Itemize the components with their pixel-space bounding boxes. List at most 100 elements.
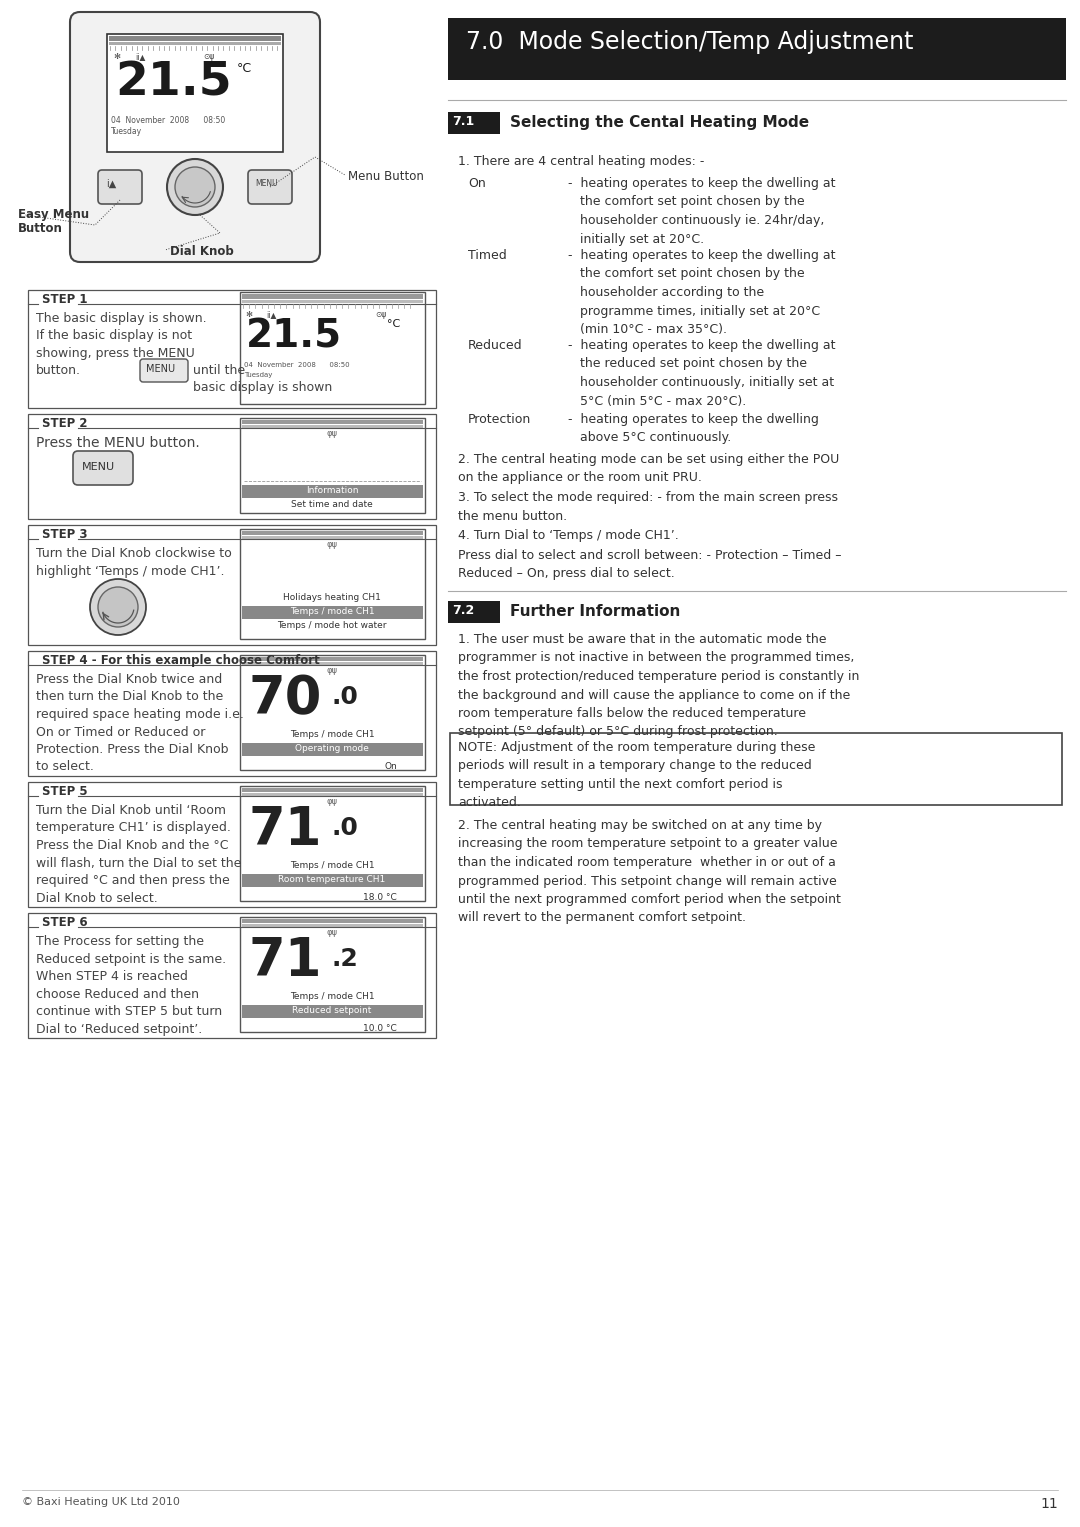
Text: φψ: φψ xyxy=(326,666,337,675)
Text: φψ: φψ xyxy=(326,797,337,806)
FancyBboxPatch shape xyxy=(248,169,292,205)
Text: ✻: ✻ xyxy=(245,310,252,319)
Text: 4. Turn Dial to ‘Temps / mode CH1’.: 4. Turn Dial to ‘Temps / mode CH1’. xyxy=(458,528,678,542)
Bar xyxy=(450,733,1062,805)
Text: MENU: MENU xyxy=(82,463,116,472)
Text: -  heating operates to keep the dwelling at
   the comfort set point chosen by t: - heating operates to keep the dwelling … xyxy=(568,249,836,336)
Text: Operating mode: Operating mode xyxy=(295,744,369,753)
Text: φψ: φψ xyxy=(326,928,337,938)
Bar xyxy=(107,34,283,153)
Text: Button: Button xyxy=(18,221,63,235)
Bar xyxy=(28,290,436,408)
Text: Turn the Dial Knob until ‘Room
temperature CH1’ is displayed.
Press the Dial Kno: Turn the Dial Knob until ‘Room temperatu… xyxy=(36,805,241,904)
Text: 04  November  2008      08:50: 04 November 2008 08:50 xyxy=(244,362,350,368)
Text: until the
basic display is shown: until the basic display is shown xyxy=(193,363,333,394)
Circle shape xyxy=(167,159,222,215)
Text: Temps / mode CH1: Temps / mode CH1 xyxy=(289,730,375,739)
Text: 70: 70 xyxy=(248,673,322,725)
Text: 2. The central heating mode can be set using either the POU
on the appliance or : 2. The central heating mode can be set u… xyxy=(458,454,839,484)
Bar xyxy=(28,782,436,907)
Text: 21.5: 21.5 xyxy=(114,60,231,105)
FancyBboxPatch shape xyxy=(70,12,320,263)
Bar xyxy=(240,655,426,770)
Bar xyxy=(242,657,423,661)
Text: Temps / mode CH1: Temps / mode CH1 xyxy=(289,993,375,1002)
Text: Dial Knob: Dial Knob xyxy=(170,244,233,258)
Text: Press dial to select and scroll between: - Protection – Timed –
Reduced – On, pr: Press dial to select and scroll between:… xyxy=(458,550,841,580)
Text: 11: 11 xyxy=(1040,1496,1058,1512)
Text: Protection: Protection xyxy=(468,412,531,426)
Text: °C: °C xyxy=(237,63,252,75)
Text: NOTE: Adjustment of the room temperature during these
periods will result in a t: NOTE: Adjustment of the room temperature… xyxy=(458,741,815,809)
Bar xyxy=(240,528,426,638)
Text: Timed: Timed xyxy=(468,249,507,263)
Bar xyxy=(242,606,423,618)
Text: On: On xyxy=(384,762,397,771)
Text: Turn the Dial Knob clockwise to
highlight ‘Temps / mode CH1’.: Turn the Dial Knob clockwise to highligh… xyxy=(36,547,232,577)
Bar xyxy=(242,531,423,534)
Text: 3. To select the mode required: - from the main screen press
the menu button.: 3. To select the mode required: - from t… xyxy=(458,492,838,522)
Bar xyxy=(242,420,423,425)
Bar xyxy=(109,43,281,44)
Text: Press the MENU button.: Press the MENU button. xyxy=(36,437,200,450)
Text: 1. There are 4 central heating modes: -: 1. There are 4 central heating modes: - xyxy=(458,156,704,168)
FancyBboxPatch shape xyxy=(98,169,141,205)
Text: Selecting the Cental Heating Mode: Selecting the Cental Heating Mode xyxy=(510,115,809,130)
Text: 7.2: 7.2 xyxy=(453,605,474,617)
Bar xyxy=(242,425,423,428)
Text: STEP 4 - For this example choose Comfort: STEP 4 - For this example choose Comfort xyxy=(42,654,320,667)
Circle shape xyxy=(175,166,215,208)
Text: 7.1: 7.1 xyxy=(453,115,474,128)
Text: STEP 6: STEP 6 xyxy=(42,916,87,928)
Bar xyxy=(109,37,281,41)
Text: ii▲: ii▲ xyxy=(266,310,276,319)
Bar xyxy=(242,744,423,756)
Text: STEP 1: STEP 1 xyxy=(42,293,87,305)
Bar xyxy=(28,913,436,1038)
Text: 10.0 °C: 10.0 °C xyxy=(363,1025,397,1032)
Bar xyxy=(242,1005,423,1019)
Text: 21.5: 21.5 xyxy=(246,318,342,354)
Text: .2: .2 xyxy=(332,947,359,971)
Text: ii▲: ii▲ xyxy=(135,52,146,61)
Circle shape xyxy=(98,586,138,628)
Bar xyxy=(242,663,423,664)
Bar xyxy=(242,536,423,539)
Text: 71: 71 xyxy=(248,935,322,986)
Text: © Baxi Heating UK Ltd 2010: © Baxi Heating UK Ltd 2010 xyxy=(22,1496,180,1507)
Bar xyxy=(28,651,436,776)
Text: STEP 2: STEP 2 xyxy=(42,417,87,431)
Text: 04  November  2008      08:50: 04 November 2008 08:50 xyxy=(111,116,226,125)
Bar xyxy=(242,793,423,796)
Bar xyxy=(240,918,426,1032)
Bar xyxy=(242,299,423,302)
Bar xyxy=(28,525,436,644)
Text: Room temperature CH1: Room temperature CH1 xyxy=(279,875,386,884)
Text: φψ: φψ xyxy=(326,541,337,550)
Text: Temps / mode hot water: Temps / mode hot water xyxy=(278,621,387,631)
Text: Menu Button: Menu Button xyxy=(348,169,423,183)
Text: 71: 71 xyxy=(248,805,322,857)
Text: Information: Information xyxy=(306,486,359,495)
Text: Set time and date: Set time and date xyxy=(292,499,373,508)
Text: Reduced setpoint: Reduced setpoint xyxy=(293,1006,372,1015)
Bar xyxy=(448,602,500,623)
Bar xyxy=(242,486,423,498)
Text: Reduced: Reduced xyxy=(468,339,523,353)
Bar xyxy=(240,418,426,513)
Text: .0: .0 xyxy=(332,815,359,840)
Bar xyxy=(242,924,423,927)
Text: Further Information: Further Information xyxy=(510,605,680,618)
Text: Temps / mode CH1: Temps / mode CH1 xyxy=(289,608,375,615)
Text: ⊙ψ: ⊙ψ xyxy=(203,52,214,61)
Text: 18.0 °C: 18.0 °C xyxy=(363,893,397,902)
Bar xyxy=(28,414,436,519)
Text: Easy Menu: Easy Menu xyxy=(18,208,90,221)
Bar xyxy=(240,786,426,901)
Text: Tuesday: Tuesday xyxy=(111,127,143,136)
Text: On: On xyxy=(468,177,486,189)
Text: Press the Dial Knob twice and
then turn the Dial Knob to the
required space heat: Press the Dial Knob twice and then turn … xyxy=(36,673,244,774)
Text: Temps / mode CH1: Temps / mode CH1 xyxy=(289,861,375,870)
Text: -  heating operates to keep the dwelling at
   the comfort set point chosen by t: - heating operates to keep the dwelling … xyxy=(568,177,836,246)
Text: ✻: ✻ xyxy=(113,52,120,61)
